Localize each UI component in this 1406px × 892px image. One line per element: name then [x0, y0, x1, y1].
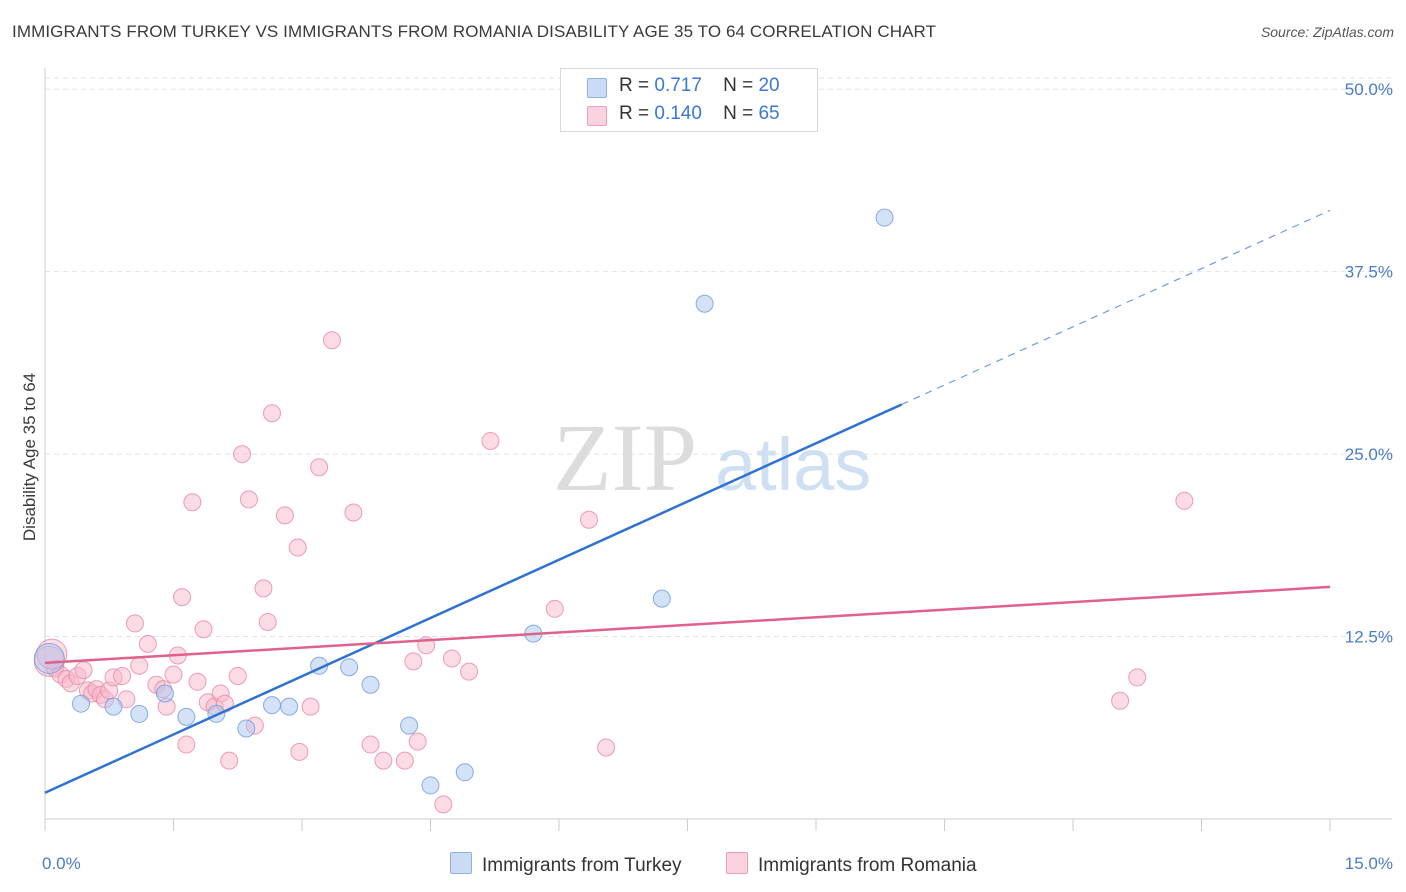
legend-r-value: 0.140 — [654, 103, 702, 124]
bottom-legend-swatch-turkey — [450, 852, 472, 874]
legend-r-label: R = — [619, 75, 650, 96]
point-turkey — [421, 776, 440, 795]
legend-swatch-romania — [587, 106, 607, 126]
point-romania — [374, 751, 393, 770]
bottom-legend-romania: Immigrants from Romania — [726, 852, 977, 877]
point-romania — [395, 751, 414, 770]
point-romania — [1128, 668, 1147, 687]
point-romania — [460, 662, 479, 681]
point-turkey — [400, 716, 419, 735]
point-romania — [344, 503, 363, 522]
legend-r-value: 0.717 — [654, 75, 702, 96]
legend-n-label: N = — [723, 75, 754, 96]
point-romania — [404, 652, 423, 671]
point-romania — [173, 588, 192, 607]
y-tick-label: 50.0% — [1345, 80, 1393, 99]
legend-swatch-turkey — [587, 78, 607, 98]
x-tick-label: 15.0% — [1345, 854, 1393, 873]
point-turkey — [155, 684, 174, 703]
point-romania — [220, 751, 239, 770]
bottom-legend-label-romania: Immigrants from Romania — [758, 855, 977, 876]
point-romania — [130, 656, 149, 675]
point-romania — [290, 742, 309, 761]
point-romania — [177, 735, 196, 754]
point-romania — [481, 431, 500, 450]
trend-line-romania — [44, 585, 1331, 665]
point-romania — [301, 697, 320, 716]
point-romania — [233, 445, 252, 464]
point-romania — [194, 620, 213, 639]
point-romania — [361, 735, 380, 754]
point-turkey — [652, 589, 671, 608]
point-turkey — [177, 707, 196, 726]
trend-line-turkey-projection — [901, 209, 1331, 406]
legend-n-value: 20 — [758, 75, 780, 96]
trend-line-turkey — [44, 403, 903, 794]
point-romania — [228, 666, 247, 685]
point-romania — [275, 506, 294, 525]
chart-title: IMMIGRANTS FROM TURKEY VS IMMIGRANTS FRO… — [12, 22, 937, 41]
point-turkey — [455, 763, 474, 782]
bottom-legend-swatch-romania — [726, 852, 748, 874]
tick-labels: 12.5% 25.0% 37.5% 50.0% 0.0% 15.0% — [42, 80, 1393, 873]
y-tick-label: 25.0% — [1345, 445, 1393, 464]
point-romania — [254, 579, 273, 598]
point-turkey — [280, 697, 299, 716]
point-turkey — [130, 704, 149, 723]
point-romania — [164, 665, 183, 684]
point-turkey — [695, 294, 714, 313]
point-romania — [74, 661, 93, 680]
point-turkey — [875, 208, 894, 227]
point-turkey — [237, 719, 256, 738]
point-romania — [322, 331, 341, 350]
watermark: ZIP atlas — [553, 404, 871, 511]
point-turkey — [340, 658, 359, 677]
y-tick-label: 12.5% — [1345, 628, 1393, 647]
trend-lines — [44, 209, 1331, 794]
legend-n-value: 65 — [758, 103, 780, 124]
point-romania — [288, 538, 307, 557]
point-romania — [597, 738, 616, 757]
point-romania — [113, 666, 132, 685]
point-romania — [138, 634, 157, 653]
x-tick-label: 0.0% — [42, 854, 81, 873]
point-romania — [263, 404, 282, 423]
axes — [44, 68, 1392, 831]
point-romania — [125, 614, 144, 633]
point-turkey — [33, 642, 65, 674]
point-romania — [310, 458, 329, 477]
watermark-atlas: atlas — [715, 423, 871, 506]
point-romania — [579, 510, 598, 529]
point-romania — [434, 795, 453, 814]
source-label: Source: ZipAtlas.com — [1260, 24, 1394, 40]
grid-lines — [45, 77, 1392, 638]
y-axis-label: Disability Age 35 to 64 — [20, 373, 39, 541]
point-romania — [258, 612, 277, 631]
point-romania — [1111, 691, 1130, 710]
point-turkey — [71, 694, 90, 713]
point-turkey — [104, 697, 123, 716]
bottom-legend-label-turkey: Immigrants from Turkey — [482, 855, 682, 876]
correlation-legend: R = 0.717 N = 20 R = 0.140 N = 65 — [560, 68, 818, 132]
data-points — [33, 208, 1194, 814]
point-turkey — [361, 675, 380, 694]
point-turkey — [263, 696, 282, 715]
point-romania — [188, 672, 207, 691]
point-romania — [183, 493, 202, 512]
point-romania — [1175, 491, 1194, 510]
point-romania — [239, 490, 258, 509]
legend-n-label: N = — [723, 103, 754, 124]
point-romania — [442, 649, 461, 668]
legend-r-label: R = — [619, 103, 650, 124]
bottom-legend-turkey: Immigrants from Turkey — [450, 852, 682, 877]
watermark-zip: ZIP — [553, 404, 697, 511]
point-romania — [545, 599, 564, 618]
point-romania — [408, 732, 427, 751]
y-tick-label: 37.5% — [1345, 263, 1393, 282]
